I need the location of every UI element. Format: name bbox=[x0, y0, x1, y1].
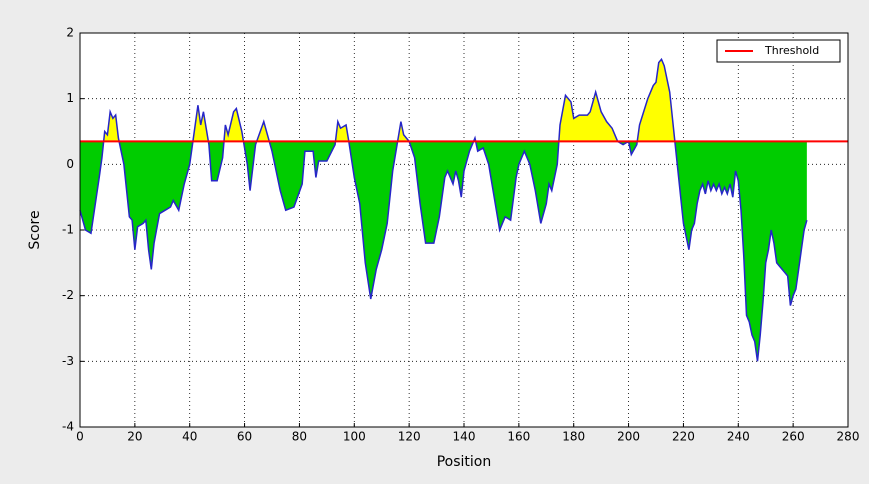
y-tick-label: 1 bbox=[66, 91, 74, 105]
x-tick-label: 180 bbox=[562, 430, 585, 444]
x-axis-label: Position bbox=[437, 454, 492, 470]
legend-label: Threshold bbox=[764, 44, 819, 57]
y-tick-label: 0 bbox=[66, 157, 74, 171]
x-tick-label: 40 bbox=[182, 430, 197, 444]
y-tick-label: 2 bbox=[66, 26, 74, 40]
score-line bbox=[79, 57, 808, 362]
x-tick-label: 120 bbox=[398, 430, 421, 444]
x-tick-label: 80 bbox=[292, 430, 307, 444]
y-tick-label: -3 bbox=[62, 354, 74, 368]
x-tick-label: 100 bbox=[343, 430, 366, 444]
x-tick-label: 200 bbox=[617, 430, 640, 444]
x-tick-label: 260 bbox=[782, 430, 805, 444]
x-tick-label: 220 bbox=[672, 430, 695, 444]
y-tick-label: -4 bbox=[62, 420, 74, 434]
y-tick-label: -2 bbox=[62, 288, 74, 302]
plot-frame bbox=[79, 32, 849, 428]
legend-box bbox=[716, 39, 841, 63]
y-axis-label: Score bbox=[27, 210, 43, 249]
x-tick-label: 20 bbox=[127, 430, 142, 444]
x-tick-label: 0 bbox=[76, 430, 84, 444]
y-tick-label: -1 bbox=[62, 223, 74, 237]
x-tick-label: 140 bbox=[453, 430, 476, 444]
x-tick-label: 240 bbox=[727, 430, 750, 444]
x-tick-label: 280 bbox=[837, 430, 860, 444]
x-tick-label: 60 bbox=[237, 430, 252, 444]
x-tick-label: 160 bbox=[507, 430, 530, 444]
plot-layer bbox=[79, 32, 849, 428]
